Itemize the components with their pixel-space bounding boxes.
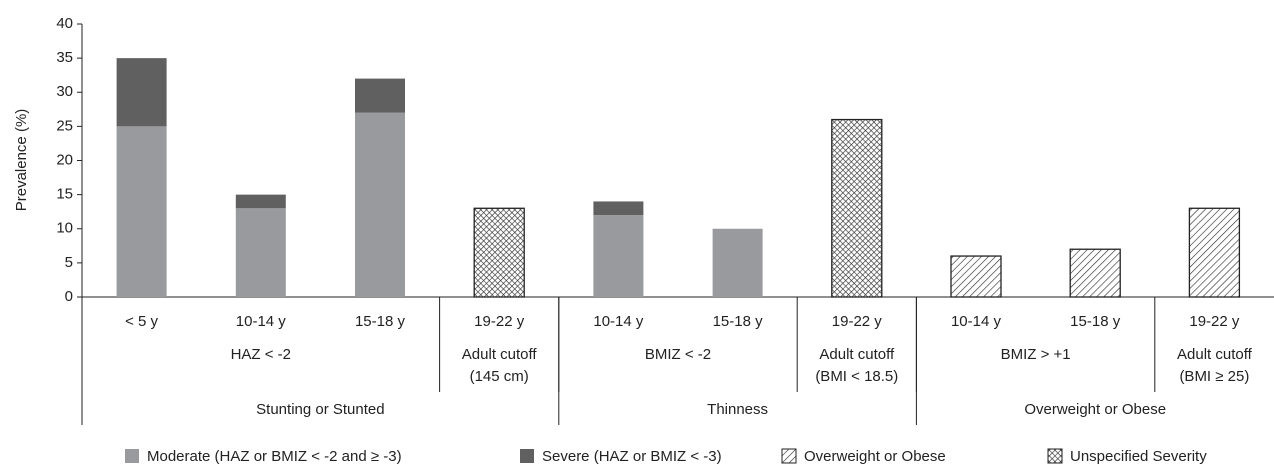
bar-segment: [355, 78, 405, 113]
bar-segment: [235, 208, 286, 297]
y-tick-label: 25: [56, 117, 73, 134]
bar-segment: [593, 215, 644, 297]
legend-swatch: [781, 448, 797, 464]
bar-segment: [235, 194, 286, 209]
x-tick-label: 15-18 y: [1070, 313, 1121, 330]
x-tick-label: 19-22 y: [832, 313, 883, 330]
x-tick-label: 19-22 y: [474, 313, 525, 330]
x-tick-label: 15-18 y: [355, 313, 406, 330]
y-tick-label: 5: [65, 254, 73, 271]
bar-segment: [1188, 207, 1241, 298]
bar-segment: [355, 112, 405, 297]
y-tick-label: 10: [56, 220, 73, 237]
y-axis-label: Prevalence (%): [13, 109, 30, 212]
legend-label: Moderate (HAZ or BMIZ < -2 and ≥ -3): [147, 448, 402, 465]
group-label: Overweight or Obese: [1024, 401, 1166, 418]
bar-segment: [1069, 248, 1121, 298]
subgroup-label: BMIZ > +1: [1001, 346, 1071, 363]
subgroup-label: (145 cm): [470, 368, 529, 385]
group-label: Thinness: [707, 401, 768, 418]
subgroup-label: Adult cutoff: [819, 346, 895, 363]
legend-label: Overweight or Obese: [804, 448, 946, 465]
legend-swatch: [1047, 448, 1063, 464]
group-label: Stunting or Stunted: [256, 401, 384, 418]
subgroup-label: (BMI ≥ 25): [1179, 368, 1249, 385]
y-tick-label: 15: [56, 186, 73, 203]
bar-segment: [712, 228, 763, 297]
legend-swatch: [520, 449, 534, 463]
y-tick-label: 30: [56, 83, 73, 100]
legend-label: Severe (HAZ or BMIZ < -3): [542, 448, 722, 465]
x-tick-label: 19-22 y: [1189, 313, 1240, 330]
y-tick-label: 20: [56, 151, 73, 168]
subgroup-label: HAZ < -2: [231, 346, 291, 363]
x-tick-label: 15-18 y: [713, 313, 764, 330]
subgroup-label: Adult cutoff: [462, 346, 538, 363]
y-tick-label: 0: [65, 288, 73, 305]
bar-segment: [831, 118, 883, 298]
subgroup-label: Adult cutoff: [1177, 346, 1253, 363]
x-tick-label: 10-14 y: [593, 313, 644, 330]
bar-segment: [473, 207, 525, 298]
y-tick-label: 35: [56, 49, 73, 66]
bar-segment: [950, 255, 1002, 298]
bar-segment: [116, 58, 167, 127]
subgroup-label: (BMI < 18.5): [815, 368, 898, 385]
bar-segment: [593, 201, 644, 216]
x-tick-label: 10-14 y: [951, 313, 1002, 330]
x-tick-label: < 5 y: [125, 313, 158, 330]
x-tick-label: 10-14 y: [236, 313, 287, 330]
subgroup-label: BMIZ < -2: [645, 346, 711, 363]
legend-label: Unspecified Severity: [1070, 448, 1207, 465]
y-tick-label: 40: [56, 15, 73, 32]
legend-swatch: [125, 449, 139, 463]
bar-segment: [116, 126, 167, 297]
